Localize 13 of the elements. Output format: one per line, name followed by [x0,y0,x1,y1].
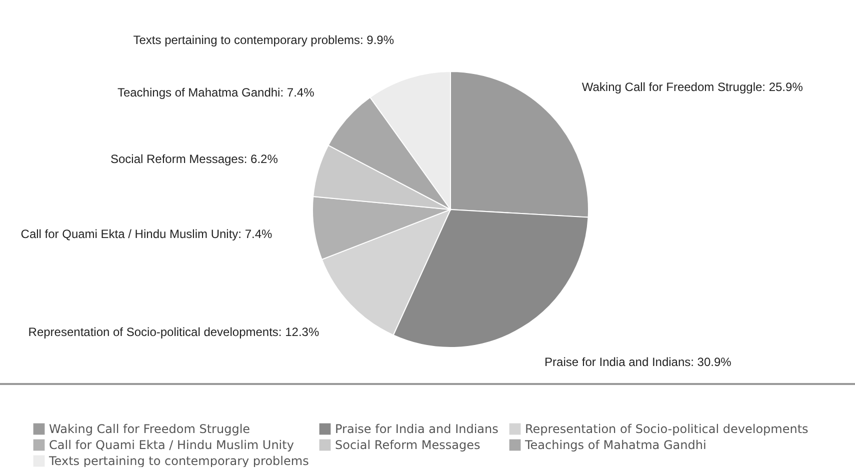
data-label: Waking Call for Freedom Struggle: 25.9% [582,80,804,94]
data-label: Representation of Socio-political developments: 12.3% [28,324,320,339]
data-label: Call for Quami Ekta / Hindu Muslim Unity: 7.4% [20,227,273,242]
data-label: Texts pertaining to contemporary problems: 9.9% [133,33,394,48]
legend-label: Teachings of Mahatma Gandhi [524,438,706,452]
legend-label: Praise for India and Indians [335,422,498,436]
legend-label: Social Reform Messages [335,438,480,452]
legend-label: Waking Call for Freedom Struggle [49,422,250,436]
legend-label: Representation of Socio-political developments [525,422,808,436]
legend-label: Call for Quami Ekta / Hindu Muslim Unity [49,438,294,452]
data-label: Social Reform Messages: 6.2% [110,152,278,166]
data-label: Teachings of Mahatma Gandhi: 7.4% [117,86,315,100]
data-label: Praise for India and Indians: 30.9% [544,354,732,369]
